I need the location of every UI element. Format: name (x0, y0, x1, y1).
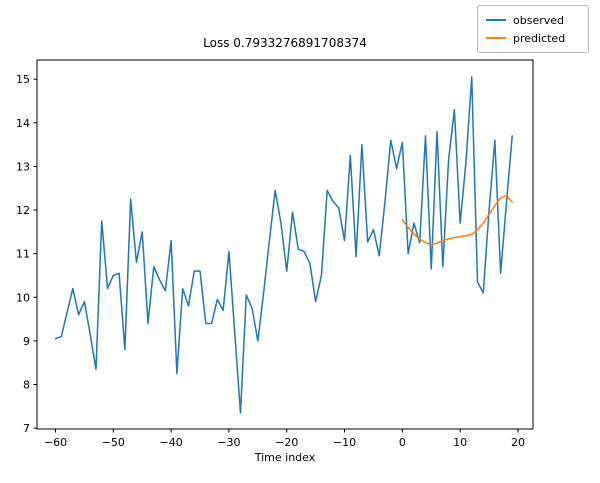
legend-label-observed: observed (513, 13, 564, 27)
y-tick-label: 13 (16, 160, 30, 173)
x-tick-label: 0 (399, 436, 406, 449)
x-axis-label: Time index (254, 451, 316, 464)
predicted-line-swatch (486, 37, 506, 39)
chart-title: Loss 0.7933276891708374 (203, 36, 367, 50)
y-tick-label: 9 (23, 335, 30, 348)
series-line-predicted (401, 194, 513, 246)
x-tick-label: 10 (453, 436, 467, 449)
y-tick-label: 8 (23, 379, 30, 392)
axes-spines (36, 59, 534, 430)
y-tick-label: 10 (16, 291, 30, 304)
observed-line-swatch (486, 19, 506, 21)
x-tick-label: −60 (44, 436, 67, 449)
y-tick-label: 12 (16, 204, 30, 217)
legend: observed predicted (477, 5, 589, 53)
x-tick-label: 20 (511, 436, 525, 449)
y-tick-label: 14 (16, 117, 30, 130)
y-tick-label: 11 (16, 248, 30, 261)
legend-label-predicted: predicted (513, 31, 566, 45)
y-tick-label: 15 (16, 73, 30, 86)
x-tick-label: −50 (102, 436, 125, 449)
x-tick-label: −30 (217, 436, 240, 449)
legend-item-observed: observed (486, 11, 580, 29)
legend-item-predicted: predicted (486, 29, 580, 47)
series-line-observed (54, 76, 513, 414)
y-tick-label: 7 (23, 422, 30, 435)
x-tick-label: −20 (275, 436, 298, 449)
x-tick-label: −10 (333, 436, 356, 449)
x-tick-label: −40 (160, 436, 183, 449)
